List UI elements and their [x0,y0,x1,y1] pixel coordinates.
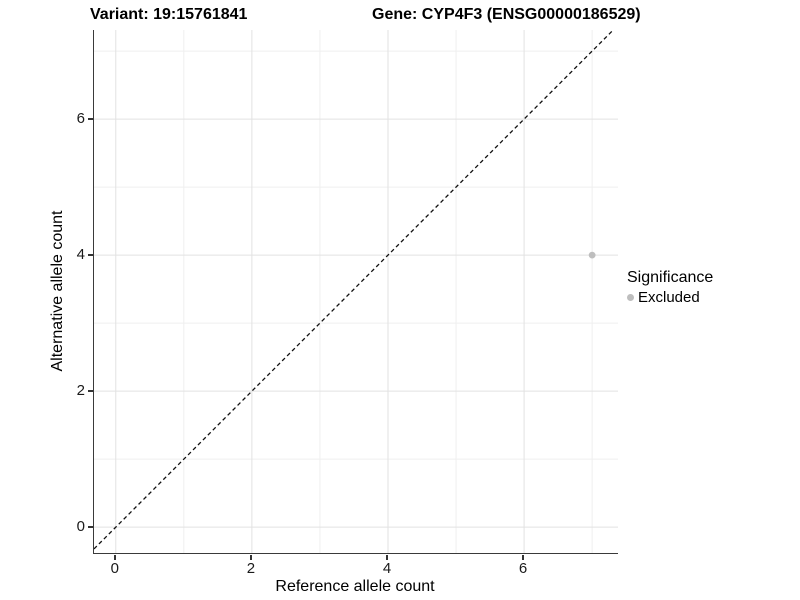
y-tick-mark [88,390,93,392]
y-tick-mark [88,118,93,120]
legend-item-excluded: Excluded [627,289,713,306]
gene-title: Gene: CYP4F3 (ENSG00000186529) [372,6,641,23]
y-tick-label: 6 [76,110,85,128]
x-tick-mark [250,554,252,560]
x-tick-mark [386,554,388,560]
plot-canvas [94,30,618,553]
legend-item-label: Excluded [638,289,700,306]
y-tick-label: 4 [76,246,85,264]
x-tick-mark [114,554,116,560]
data-point [588,251,596,259]
y-tick-mark [88,254,93,256]
x-tick-label: 2 [246,560,256,577]
y-axis-title: Alternative allele count [49,210,66,372]
x-tick-label: 4 [382,560,392,577]
x-tick-mark [522,554,524,560]
plot-panel [93,30,618,554]
x-tick-label: 6 [518,560,528,577]
legend-point-icon [627,294,634,301]
y-tick-mark [88,526,93,528]
legend-title: Significance [627,269,714,286]
y-tick-label: 2 [76,382,85,400]
x-tick-label: 0 [110,560,119,577]
y-tick-label: 0 [76,518,85,536]
variant-title: Variant: 19:15761841 [90,6,248,23]
legend: Significance Excluded [627,269,713,306]
x-axis-title: Reference allele count [275,578,435,595]
identity-dashed-line [94,30,614,550]
